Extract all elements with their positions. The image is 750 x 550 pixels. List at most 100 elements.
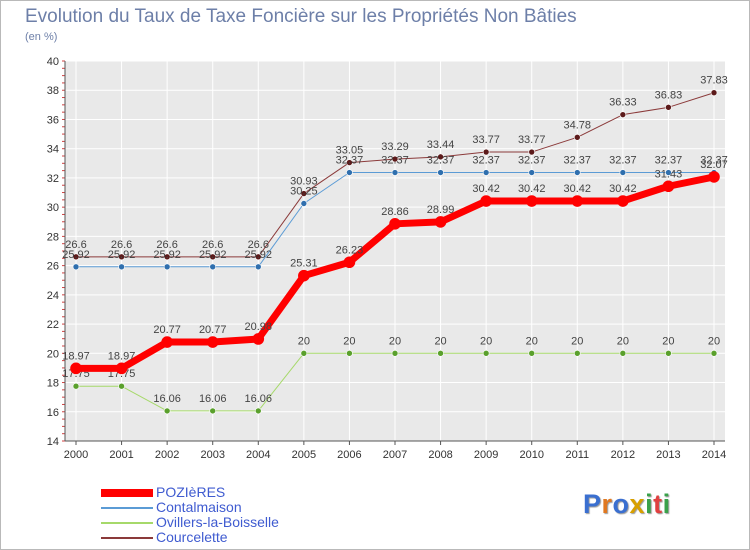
data-point: [665, 350, 672, 357]
data-label: 20: [389, 335, 401, 347]
data-label: 20: [526, 335, 538, 347]
data-label: 30.93: [290, 176, 318, 188]
logo-letter: o: [612, 489, 630, 519]
series-pozi-res: 18.97 18.97 20.77 20.77 20.98 25.31 26.23 28.86…: [62, 159, 728, 375]
y-tick-label: 30: [47, 202, 59, 214]
proxiti-logo: Proxiti: [583, 489, 671, 520]
data-label: 25.92: [245, 249, 273, 261]
data-point: [528, 148, 536, 156]
y-tick-label: 16: [47, 407, 59, 419]
data-point: [343, 256, 356, 269]
data-point: [254, 253, 262, 261]
data-point: [72, 382, 80, 390]
x-tick-label: 2014: [702, 449, 726, 461]
data-point: [665, 104, 672, 111]
data-point: [72, 263, 80, 271]
data-point: [571, 195, 584, 207]
x-tick-label: 2006: [337, 449, 361, 461]
data-label: 36.33: [609, 97, 637, 109]
series-courcelette: 26.6 26.6 26.6 26.6 26.6 30.93 33.05 33.29 33.44…: [65, 75, 728, 261]
data-point: [298, 269, 310, 282]
data-label: 26.6: [65, 239, 86, 251]
data-label: 37.83: [700, 75, 728, 87]
data-label: 32.37: [472, 155, 500, 167]
data-point: [209, 407, 217, 415]
logo-letter: i: [662, 489, 671, 519]
x-tick-label: 2012: [611, 449, 635, 461]
logo-letter: P: [583, 489, 602, 519]
y-tick-label: 18: [47, 378, 59, 390]
data-point: [482, 169, 490, 176]
data-point: [70, 362, 82, 375]
data-label: 32.37: [518, 155, 546, 167]
data-label: 32.37: [655, 155, 683, 167]
data-label: 33.77: [518, 134, 546, 146]
y-tick-label: 14: [47, 436, 59, 448]
y-tick-label: 38: [47, 85, 59, 97]
data-point: [300, 350, 308, 357]
data-label: 16.06: [153, 393, 181, 405]
data-label: 20: [662, 335, 674, 347]
data-label: 16.06: [245, 393, 273, 405]
data-point: [300, 200, 308, 207]
data-point: [528, 169, 536, 176]
x-tick-label: 2001: [109, 449, 133, 461]
data-point: [619, 169, 627, 176]
y-tick-label: 36: [47, 114, 59, 126]
logo-letter: r: [601, 489, 613, 519]
data-label: 30.42: [518, 183, 546, 195]
x-tick-label: 2007: [383, 449, 407, 461]
data-label: 26.6: [248, 239, 269, 251]
legend-swatch: [101, 522, 153, 524]
data-point: [254, 263, 262, 271]
y-tick-label: 28: [47, 231, 59, 243]
data-point: [252, 333, 265, 345]
x-tick-label: 2010: [519, 449, 543, 461]
data-point: [163, 263, 171, 271]
chart-title: Evolution du Taux de Taxe Foncière sur l…: [25, 6, 577, 27]
legend-swatch: [101, 537, 153, 539]
y-axis-unit-label: (en %): [25, 31, 58, 43]
data-label: 32.37: [336, 155, 364, 167]
data-point: [619, 111, 627, 118]
data-label: 26.6: [202, 239, 223, 251]
data-point: [434, 216, 447, 228]
y-tick-label: 40: [47, 56, 59, 68]
data-point: [391, 169, 399, 176]
data-label: 20: [298, 335, 310, 347]
x-tick-label: 2009: [474, 449, 498, 461]
data-label: 33.44: [427, 139, 455, 151]
legend-swatch: [101, 507, 153, 509]
data-point: [118, 263, 125, 271]
logo-letter: i: [645, 489, 654, 519]
data-label: 26.23: [336, 244, 364, 256]
x-tick-label: 2005: [292, 449, 316, 461]
data-label: 32.37: [427, 155, 455, 167]
data-point: [437, 350, 444, 357]
data-point: [300, 190, 308, 197]
x-tick-label: 2002: [155, 449, 179, 461]
y-tick-label: 32: [47, 173, 59, 185]
data-point: [710, 350, 718, 357]
data-label: 20.77: [153, 324, 181, 336]
data-label: 25.92: [153, 249, 181, 261]
legend-swatch: [101, 489, 153, 497]
data-point: [209, 253, 217, 261]
data-point: [525, 195, 538, 207]
data-label: 20: [343, 335, 355, 347]
x-tick-label: 2003: [200, 449, 224, 461]
x-tick-label: 2013: [656, 449, 680, 461]
data-label: 36.83: [655, 89, 683, 101]
data-label: 16.06: [199, 393, 227, 405]
data-label: 20.98: [245, 321, 273, 333]
legend-label: Contalmaison: [156, 499, 242, 515]
data-label: 30.25: [290, 186, 318, 198]
data-point: [163, 253, 171, 261]
data-point: [118, 253, 125, 261]
data-label: 26.6: [156, 239, 177, 251]
logo-letter: x: [629, 489, 646, 519]
data-label: 32.37: [381, 155, 409, 167]
data-label: 32.37: [609, 155, 637, 167]
